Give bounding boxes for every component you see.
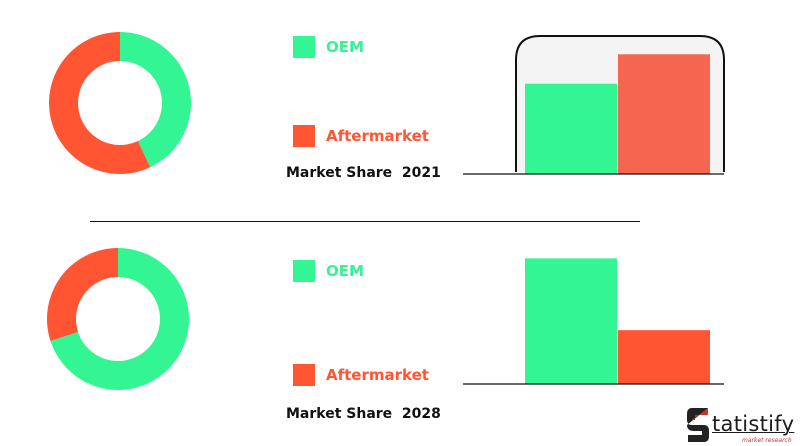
- donut-chart-2021: [48, 32, 191, 174]
- statistify-logo-mark: [687, 408, 709, 442]
- bar-chart-2021: [525, 54, 710, 174]
- donut-slice-oem-2021: [120, 32, 191, 168]
- legend-label-oem-2028: OEM: [326, 262, 364, 280]
- bar-oem-2028: [525, 258, 617, 384]
- legend-swatch-oem-2021: [293, 36, 315, 58]
- caption-2021: Market Share 2021: [286, 165, 441, 181]
- legend-swatch-aftermarket-2021: [293, 125, 315, 147]
- legend-swatch-aftermarket-2028: [293, 364, 315, 386]
- bar-aftermarket-2021: [618, 54, 710, 174]
- donut-chart-2028: [46, 248, 189, 390]
- donut-slice-aftermarket-2028: [46, 248, 118, 341]
- section-divider: [90, 221, 640, 222]
- legend-label-aftermarket-2021: Aftermarket: [326, 127, 429, 145]
- legend-label-oem-2021: OEM: [326, 38, 364, 56]
- bar-aftermarket-2028: [618, 330, 710, 384]
- caption-2028: Market Share 2028: [286, 406, 441, 422]
- bar-oem-2021: [525, 83, 617, 174]
- donut-slice-aftermarket-2021: [48, 32, 151, 174]
- logo-wordmark: tatistify: [712, 412, 795, 436]
- legend-swatch-oem-2028: [293, 260, 315, 282]
- logo-subtext: market research: [742, 437, 792, 444]
- donut-slice-oem-2028: [50, 248, 189, 390]
- bar-chart-2028: [525, 258, 710, 384]
- legend-label-aftermarket-2028: Aftermarket: [326, 366, 429, 384]
